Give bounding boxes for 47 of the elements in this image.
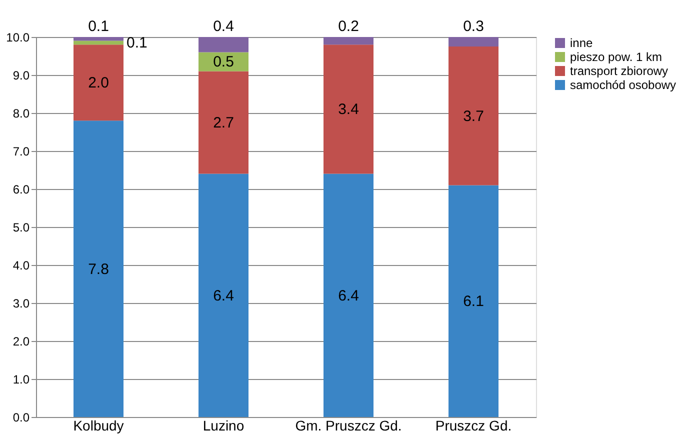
y-tick-label: 2.0	[12, 334, 30, 348]
bar	[324, 44, 374, 174]
data-label: 7.8	[88, 260, 109, 278]
bar	[198, 37, 248, 52]
legend-label: samochód osobowy	[570, 78, 676, 92]
data-label: 0.1	[126, 34, 148, 52]
x-tick-label: Pruszcz Gd.	[435, 418, 512, 434]
y-tick-label: 9.0	[12, 68, 30, 82]
bar	[324, 37, 374, 45]
data-label: 3.4	[338, 101, 359, 118]
data-label: 6.4	[213, 287, 234, 304]
y-tick-label: 7.0	[12, 144, 30, 158]
data-label: 2.7	[213, 114, 234, 132]
y-tick-label: 10.0	[6, 30, 30, 44]
bar	[448, 46, 498, 186]
bar	[448, 185, 498, 417]
bar	[74, 40, 124, 45]
bar	[448, 37, 498, 46]
y-tick-label: 0.0	[12, 410, 30, 424]
y-tick-label: 1.0	[12, 372, 30, 386]
legend-label: transport zbiorowy	[570, 64, 668, 78]
data-label: 0.1	[88, 18, 109, 35]
bar	[324, 174, 374, 417]
data-label: 6.1	[463, 293, 484, 310]
y-tick-label: 6.0	[12, 182, 30, 196]
data-label: 0.4	[213, 18, 234, 35]
data-label: 2.0	[88, 74, 109, 92]
legend-label: inne	[570, 36, 594, 50]
data-label: 6.4	[338, 287, 359, 304]
bar	[198, 71, 248, 174]
data-label: 3.7	[463, 108, 484, 125]
x-tick-label: Luzino	[202, 418, 244, 434]
bar	[198, 52, 248, 72]
bar	[74, 37, 124, 41]
data-label: 0.3	[463, 18, 484, 35]
x-tick-label: Gm. Pruszcz Gd.	[295, 418, 402, 434]
x-tick-label: Kolbudy	[73, 418, 124, 434]
data-label: 0.2	[338, 18, 359, 35]
y-tick-label: 3.0	[12, 296, 30, 310]
bar	[198, 174, 248, 417]
bar	[74, 120, 124, 417]
bar	[74, 44, 124, 121]
y-tick-label: 8.0	[12, 106, 30, 120]
data-label: 0.5	[213, 54, 234, 71]
y-tick-label: 5.0	[12, 220, 30, 234]
y-tick-label: 4.0	[12, 258, 30, 272]
legend-label: pieszo pow. 1 km	[570, 50, 662, 64]
